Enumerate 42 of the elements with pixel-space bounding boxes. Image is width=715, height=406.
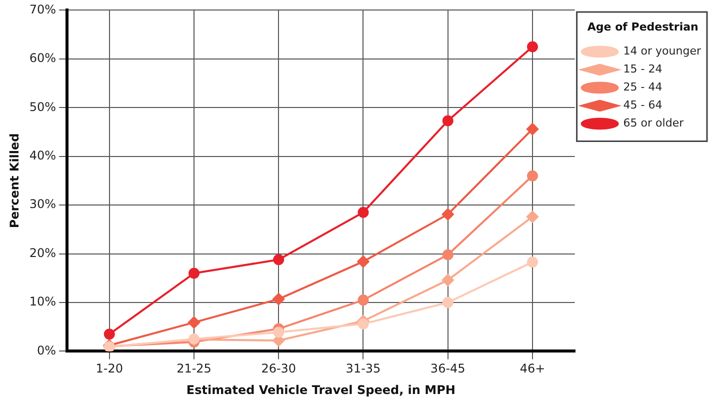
legend-label: 45 - 64	[623, 98, 662, 112]
point	[358, 206, 369, 218]
point	[357, 256, 370, 268]
legend-title: Age of Pedestrian	[587, 20, 698, 34]
x-axis-title: Estimated Vehicle Travel Speed, in MPH	[186, 382, 456, 397]
point	[104, 328, 115, 340]
y-tick-label: 70%	[29, 2, 56, 16]
point	[526, 210, 538, 223]
y-tick-label: 60%	[29, 51, 56, 66]
point	[188, 268, 200, 279]
point	[273, 326, 284, 338]
point	[358, 318, 369, 330]
x-tick-label: 26-30	[261, 362, 296, 376]
y-tick-label: 20%	[29, 246, 56, 260]
legend-label: 25 - 44	[623, 80, 662, 94]
y-tick-label: 0%	[37, 343, 56, 358]
point	[442, 115, 454, 126]
point	[188, 316, 200, 328]
x-tick-label: 21-25	[176, 362, 212, 376]
x-tick-label: 31-35	[346, 362, 381, 376]
y-tick-label: 50%	[29, 100, 56, 114]
y-tick-label: 10%	[29, 294, 56, 309]
point	[442, 274, 454, 286]
x-tick-label: 46+	[520, 362, 546, 376]
legend-label: 15 - 24	[623, 62, 662, 76]
point	[526, 123, 538, 136]
point	[526, 41, 538, 52]
legend-label: 65 or older	[623, 116, 684, 130]
point	[358, 294, 369, 306]
legend-label: 14 or younger	[623, 44, 702, 58]
point	[442, 249, 454, 260]
x-tick-label: 1-20	[96, 362, 123, 376]
point	[442, 296, 454, 308]
point	[442, 208, 454, 220]
point	[526, 256, 538, 268]
x-tick-label: 36-45	[430, 362, 466, 376]
point	[272, 293, 285, 306]
point	[526, 170, 538, 182]
point	[273, 254, 284, 266]
y-axis-title: Percent Killed	[7, 133, 22, 228]
y-tick-label: 40%	[29, 148, 56, 162]
y-tick-label: 30%	[29, 197, 56, 212]
